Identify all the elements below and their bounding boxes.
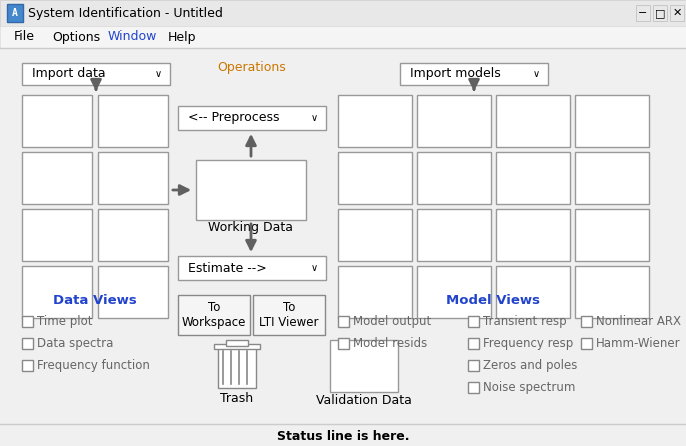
- Text: Nonlinear ARX: Nonlinear ARX: [596, 315, 681, 328]
- Text: Noise spectrum: Noise spectrum: [483, 381, 576, 394]
- Text: ∨: ∨: [154, 69, 162, 79]
- Text: Trash: Trash: [220, 392, 254, 405]
- Bar: [575, 95, 649, 147]
- Bar: [653, 5, 667, 21]
- Bar: [468, 360, 479, 371]
- Text: Options: Options: [52, 30, 100, 44]
- Text: Time plot: Time plot: [37, 315, 93, 328]
- Bar: [581, 338, 592, 349]
- Bar: [338, 95, 412, 147]
- Text: Operations: Operations: [217, 62, 286, 74]
- Text: Frequency resp: Frequency resp: [483, 337, 573, 350]
- Bar: [636, 5, 650, 21]
- Bar: [575, 152, 649, 204]
- Bar: [338, 152, 412, 204]
- Bar: [22, 360, 33, 371]
- Bar: [22, 95, 92, 147]
- Bar: [218, 348, 256, 388]
- Bar: [0, 26, 686, 48]
- Text: <-- Preprocess: <-- Preprocess: [188, 112, 279, 124]
- Text: Data Views: Data Views: [53, 293, 137, 306]
- Text: Status line is here.: Status line is here.: [276, 429, 410, 442]
- Text: Import data: Import data: [32, 67, 106, 80]
- Text: ∨: ∨: [311, 113, 318, 123]
- Bar: [338, 209, 412, 261]
- Bar: [468, 316, 479, 327]
- Bar: [670, 5, 684, 21]
- Bar: [98, 209, 168, 261]
- Bar: [7, 4, 23, 22]
- Text: ✕: ✕: [672, 8, 682, 18]
- Text: Window: Window: [108, 30, 157, 44]
- Text: ∨: ∨: [532, 69, 540, 79]
- Bar: [226, 340, 248, 346]
- Bar: [417, 266, 491, 318]
- Bar: [417, 152, 491, 204]
- Text: Estimate -->: Estimate -->: [188, 261, 267, 274]
- Bar: [22, 266, 92, 318]
- Bar: [178, 106, 326, 130]
- Text: File: File: [14, 30, 35, 44]
- Text: To
Workspace: To Workspace: [182, 301, 246, 329]
- Text: Import models: Import models: [410, 67, 501, 80]
- Text: Data spectra: Data spectra: [37, 337, 113, 350]
- Bar: [338, 316, 349, 327]
- Text: ∨: ∨: [311, 263, 318, 273]
- Bar: [575, 209, 649, 261]
- Bar: [496, 266, 570, 318]
- Text: Validation Data: Validation Data: [316, 393, 412, 406]
- Bar: [178, 295, 250, 335]
- Text: □: □: [654, 8, 665, 18]
- Text: Zeros and poles: Zeros and poles: [483, 359, 578, 372]
- Text: Working Data: Working Data: [209, 222, 294, 235]
- Text: Hamm-Wiener: Hamm-Wiener: [596, 337, 681, 350]
- Bar: [22, 152, 92, 204]
- Bar: [417, 209, 491, 261]
- Text: −: −: [638, 8, 648, 18]
- Bar: [7, 4, 23, 22]
- Bar: [98, 266, 168, 318]
- Bar: [196, 160, 306, 220]
- Text: Help: Help: [168, 30, 196, 44]
- Bar: [496, 95, 570, 147]
- Bar: [338, 266, 412, 318]
- Bar: [214, 344, 260, 349]
- Bar: [98, 152, 168, 204]
- Text: A: A: [12, 8, 18, 18]
- Bar: [22, 316, 33, 327]
- Bar: [98, 95, 168, 147]
- Bar: [496, 209, 570, 261]
- Text: Frequency function: Frequency function: [37, 359, 150, 372]
- Text: To
LTI Viewer: To LTI Viewer: [259, 301, 319, 329]
- Bar: [22, 63, 170, 85]
- Bar: [468, 382, 479, 393]
- Bar: [0, 0, 686, 26]
- Bar: [468, 338, 479, 349]
- Bar: [22, 338, 33, 349]
- Bar: [253, 295, 325, 335]
- Bar: [178, 256, 326, 280]
- Bar: [417, 95, 491, 147]
- Text: Transient resp: Transient resp: [483, 315, 567, 328]
- Text: Model output: Model output: [353, 315, 431, 328]
- Bar: [22, 209, 92, 261]
- Text: Model resids: Model resids: [353, 337, 427, 350]
- Text: Model Views: Model Views: [447, 293, 541, 306]
- Bar: [400, 63, 548, 85]
- Bar: [338, 338, 349, 349]
- Text: System Identification - Untitled: System Identification - Untitled: [28, 7, 223, 20]
- Bar: [0, 48, 686, 446]
- Bar: [581, 316, 592, 327]
- Bar: [330, 340, 398, 392]
- Bar: [575, 266, 649, 318]
- Bar: [496, 152, 570, 204]
